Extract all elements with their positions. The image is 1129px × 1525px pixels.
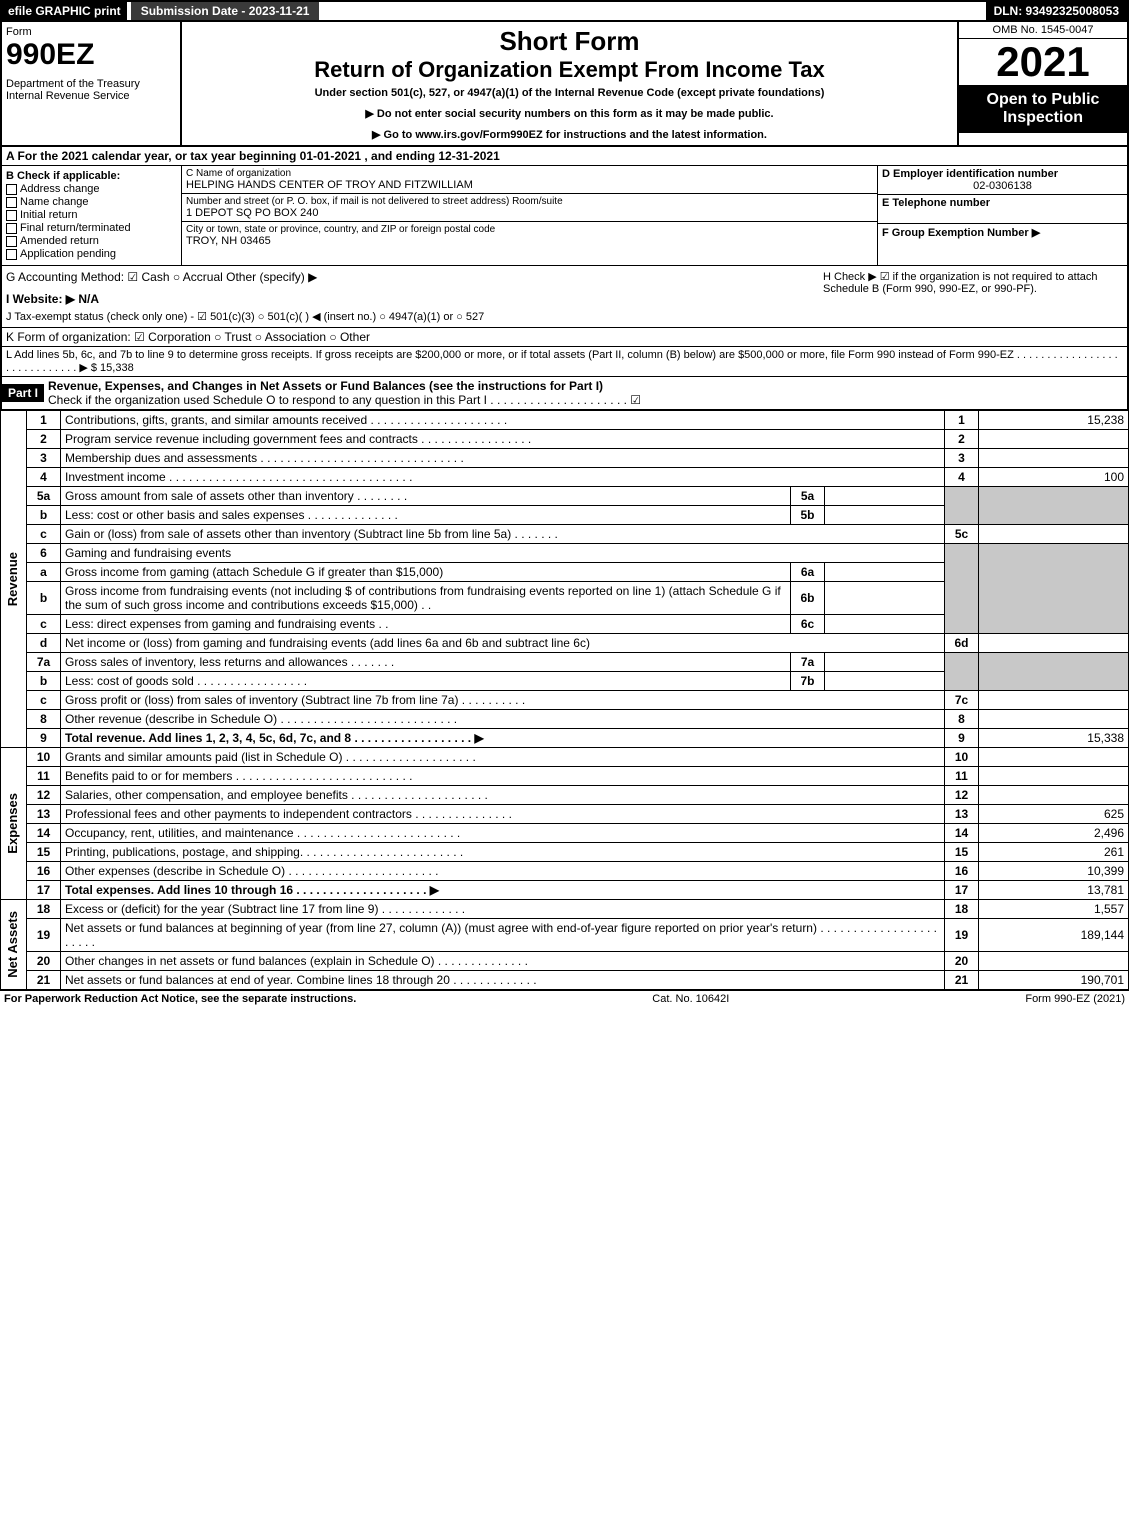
city-label: City or town, state or province, country… bbox=[186, 224, 873, 235]
part-i-label: Part I bbox=[2, 384, 44, 402]
street-block: Number and street (or P. O. box, if mail… bbox=[182, 194, 877, 222]
section-b: B Check if applicable: Address change Na… bbox=[2, 166, 182, 265]
ein-label: D Employer identification number bbox=[882, 168, 1123, 180]
header-center: Short Form Return of Organization Exempt… bbox=[182, 22, 957, 145]
form-number: 990EZ bbox=[6, 38, 176, 72]
footer-left: For Paperwork Reduction Act Notice, see … bbox=[4, 993, 356, 1005]
section-gh: G Accounting Method: ☑ Cash ○ Accrual Ot… bbox=[0, 266, 1129, 328]
page-footer: For Paperwork Reduction Act Notice, see … bbox=[0, 990, 1129, 1007]
org-name-label: C Name of organization bbox=[186, 168, 873, 179]
line-2: 2Program service revenue including gover… bbox=[1, 430, 1129, 449]
section-l: L Add lines 5b, 6c, and 7b to line 9 to … bbox=[0, 347, 1129, 377]
section-g-i-j: G Accounting Method: ☑ Cash ○ Accrual Ot… bbox=[6, 270, 823, 323]
city: TROY, NH 03465 bbox=[186, 235, 873, 247]
line-21: 21Net assets or fund balances at end of … bbox=[1, 971, 1129, 990]
line-15: 15Printing, publications, postage, and s… bbox=[1, 843, 1129, 862]
under-section: Under section 501(c), 527, or 4947(a)(1)… bbox=[188, 87, 951, 99]
group-block: F Group Exemption Number ▶ bbox=[878, 224, 1127, 241]
net-assets-section-label: Net Assets bbox=[5, 911, 20, 978]
city-block: City or town, state or province, country… bbox=[182, 222, 877, 249]
part-i-title: Revenue, Expenses, and Changes in Net As… bbox=[44, 377, 1127, 409]
line-17: 17Total expenses. Add lines 10 through 1… bbox=[1, 881, 1129, 900]
ein-block: D Employer identification number 02-0306… bbox=[878, 166, 1127, 195]
efile-label: efile GRAPHIC print bbox=[2, 2, 127, 20]
tax-year: 2021 bbox=[959, 39, 1127, 85]
top-bar: efile GRAPHIC print Submission Date - 20… bbox=[0, 0, 1129, 22]
section-a: A For the 2021 calendar year, or tax yea… bbox=[0, 147, 1129, 166]
group-label: F Group Exemption Number ▶ bbox=[882, 226, 1123, 239]
line-9: 9Total revenue. Add lines 1, 2, 3, 4, 5c… bbox=[1, 729, 1129, 748]
line-5a: 5aGross amount from sale of assets other… bbox=[1, 487, 1129, 506]
line-13: 13Professional fees and other payments t… bbox=[1, 805, 1129, 824]
header-right: OMB No. 1545-0047 2021 Open to Public In… bbox=[957, 22, 1127, 145]
dln: DLN: 93492325008053 bbox=[986, 2, 1127, 20]
chk-amended-return[interactable]: Amended return bbox=[6, 235, 177, 247]
chk-initial-return[interactable]: Initial return bbox=[6, 209, 177, 221]
section-h: H Check ▶ ☑ if the organization is not r… bbox=[823, 270, 1123, 323]
chk-application-pending[interactable]: Application pending bbox=[6, 248, 177, 260]
revenue-section-label: Revenue bbox=[5, 552, 20, 606]
line-5c: cGain or (loss) from sale of assets othe… bbox=[1, 525, 1129, 544]
header-left: Form 990EZ Department of the Treasury In… bbox=[2, 22, 182, 145]
line-6: 6Gaming and fundraising events bbox=[1, 544, 1129, 563]
org-name: HELPING HANDS CENTER OF TROY AND FITZWIL… bbox=[186, 179, 873, 191]
section-c: C Name of organization HELPING HANDS CEN… bbox=[182, 166, 877, 265]
footer-cat-no: Cat. No. 10642I bbox=[356, 993, 1025, 1005]
form-word: Form bbox=[6, 26, 176, 38]
ein: 02-0306138 bbox=[882, 180, 1123, 192]
line-8: 8Other revenue (describe in Schedule O) … bbox=[1, 710, 1129, 729]
line-20: 20Other changes in net assets or fund ba… bbox=[1, 952, 1129, 971]
street-label: Number and street (or P. O. box, if mail… bbox=[186, 196, 873, 207]
part-i-table: Revenue 1 Contributions, gifts, grants, … bbox=[0, 410, 1129, 990]
line-6d: dNet income or (loss) from gaming and fu… bbox=[1, 634, 1129, 653]
dept-treasury: Department of the Treasury Internal Reve… bbox=[6, 78, 176, 102]
open-public: Open to Public Inspection bbox=[959, 85, 1127, 133]
form-header: Form 990EZ Department of the Treasury In… bbox=[0, 22, 1129, 147]
omb-number: OMB No. 1545-0047 bbox=[959, 22, 1127, 39]
line-7c: cGross profit or (loss) from sales of in… bbox=[1, 691, 1129, 710]
line-19: 19Net assets or fund balances at beginni… bbox=[1, 919, 1129, 952]
expenses-section-label: Expenses bbox=[5, 793, 20, 854]
section-k: K Form of organization: ☑ Corporation ○ … bbox=[0, 328, 1129, 347]
line-11: 11Benefits paid to or for members . . . … bbox=[1, 767, 1129, 786]
chk-final-return[interactable]: Final return/terminated bbox=[6, 222, 177, 234]
section-def: D Employer identification number 02-0306… bbox=[877, 166, 1127, 265]
chk-name-change[interactable]: Name change bbox=[6, 196, 177, 208]
website: I Website: ▶ N/A bbox=[6, 292, 823, 306]
section-a-text: A For the 2021 calendar year, or tax yea… bbox=[6, 149, 500, 163]
line-4: 4Investment income . . . . . . . . . . .… bbox=[1, 468, 1129, 487]
line-10: Expenses 10Grants and similar amounts pa… bbox=[1, 748, 1129, 767]
irs-link-line: ▶ Go to www.irs.gov/Form990EZ for instru… bbox=[188, 128, 951, 141]
footer-form-ref: Form 990-EZ (2021) bbox=[1025, 993, 1125, 1005]
chk-address-change[interactable]: Address change bbox=[6, 183, 177, 195]
accounting-method: G Accounting Method: ☑ Cash ○ Accrual Ot… bbox=[6, 270, 823, 284]
submission-date: Submission Date - 2023-11-21 bbox=[131, 2, 320, 20]
org-name-block: C Name of organization HELPING HANDS CEN… bbox=[182, 166, 877, 194]
part-i-header: Part I Revenue, Expenses, and Changes in… bbox=[0, 377, 1129, 410]
b-label: B Check if applicable: bbox=[6, 170, 177, 182]
line-3: 3Membership dues and assessments . . . .… bbox=[1, 449, 1129, 468]
line-12: 12Salaries, other compensation, and empl… bbox=[1, 786, 1129, 805]
ssn-warning: ▶ Do not enter social security numbers o… bbox=[188, 107, 951, 120]
section-bcd: B Check if applicable: Address change Na… bbox=[0, 166, 1129, 266]
tel-block: E Telephone number bbox=[878, 195, 1127, 224]
return-title: Return of Organization Exempt From Incom… bbox=[188, 57, 951, 83]
line-18: Net Assets 18Excess or (deficit) for the… bbox=[1, 900, 1129, 919]
line-7a: 7aGross sales of inventory, less returns… bbox=[1, 653, 1129, 672]
street: 1 DEPOT SQ PO BOX 240 bbox=[186, 207, 873, 219]
line-1: Revenue 1 Contributions, gifts, grants, … bbox=[1, 411, 1129, 430]
line-14: 14Occupancy, rent, utilities, and mainte… bbox=[1, 824, 1129, 843]
tax-exempt-status: J Tax-exempt status (check only one) - ☑… bbox=[6, 310, 823, 323]
short-form-title: Short Form bbox=[188, 26, 951, 57]
tel-label: E Telephone number bbox=[882, 197, 1123, 209]
line-16: 16Other expenses (describe in Schedule O… bbox=[1, 862, 1129, 881]
